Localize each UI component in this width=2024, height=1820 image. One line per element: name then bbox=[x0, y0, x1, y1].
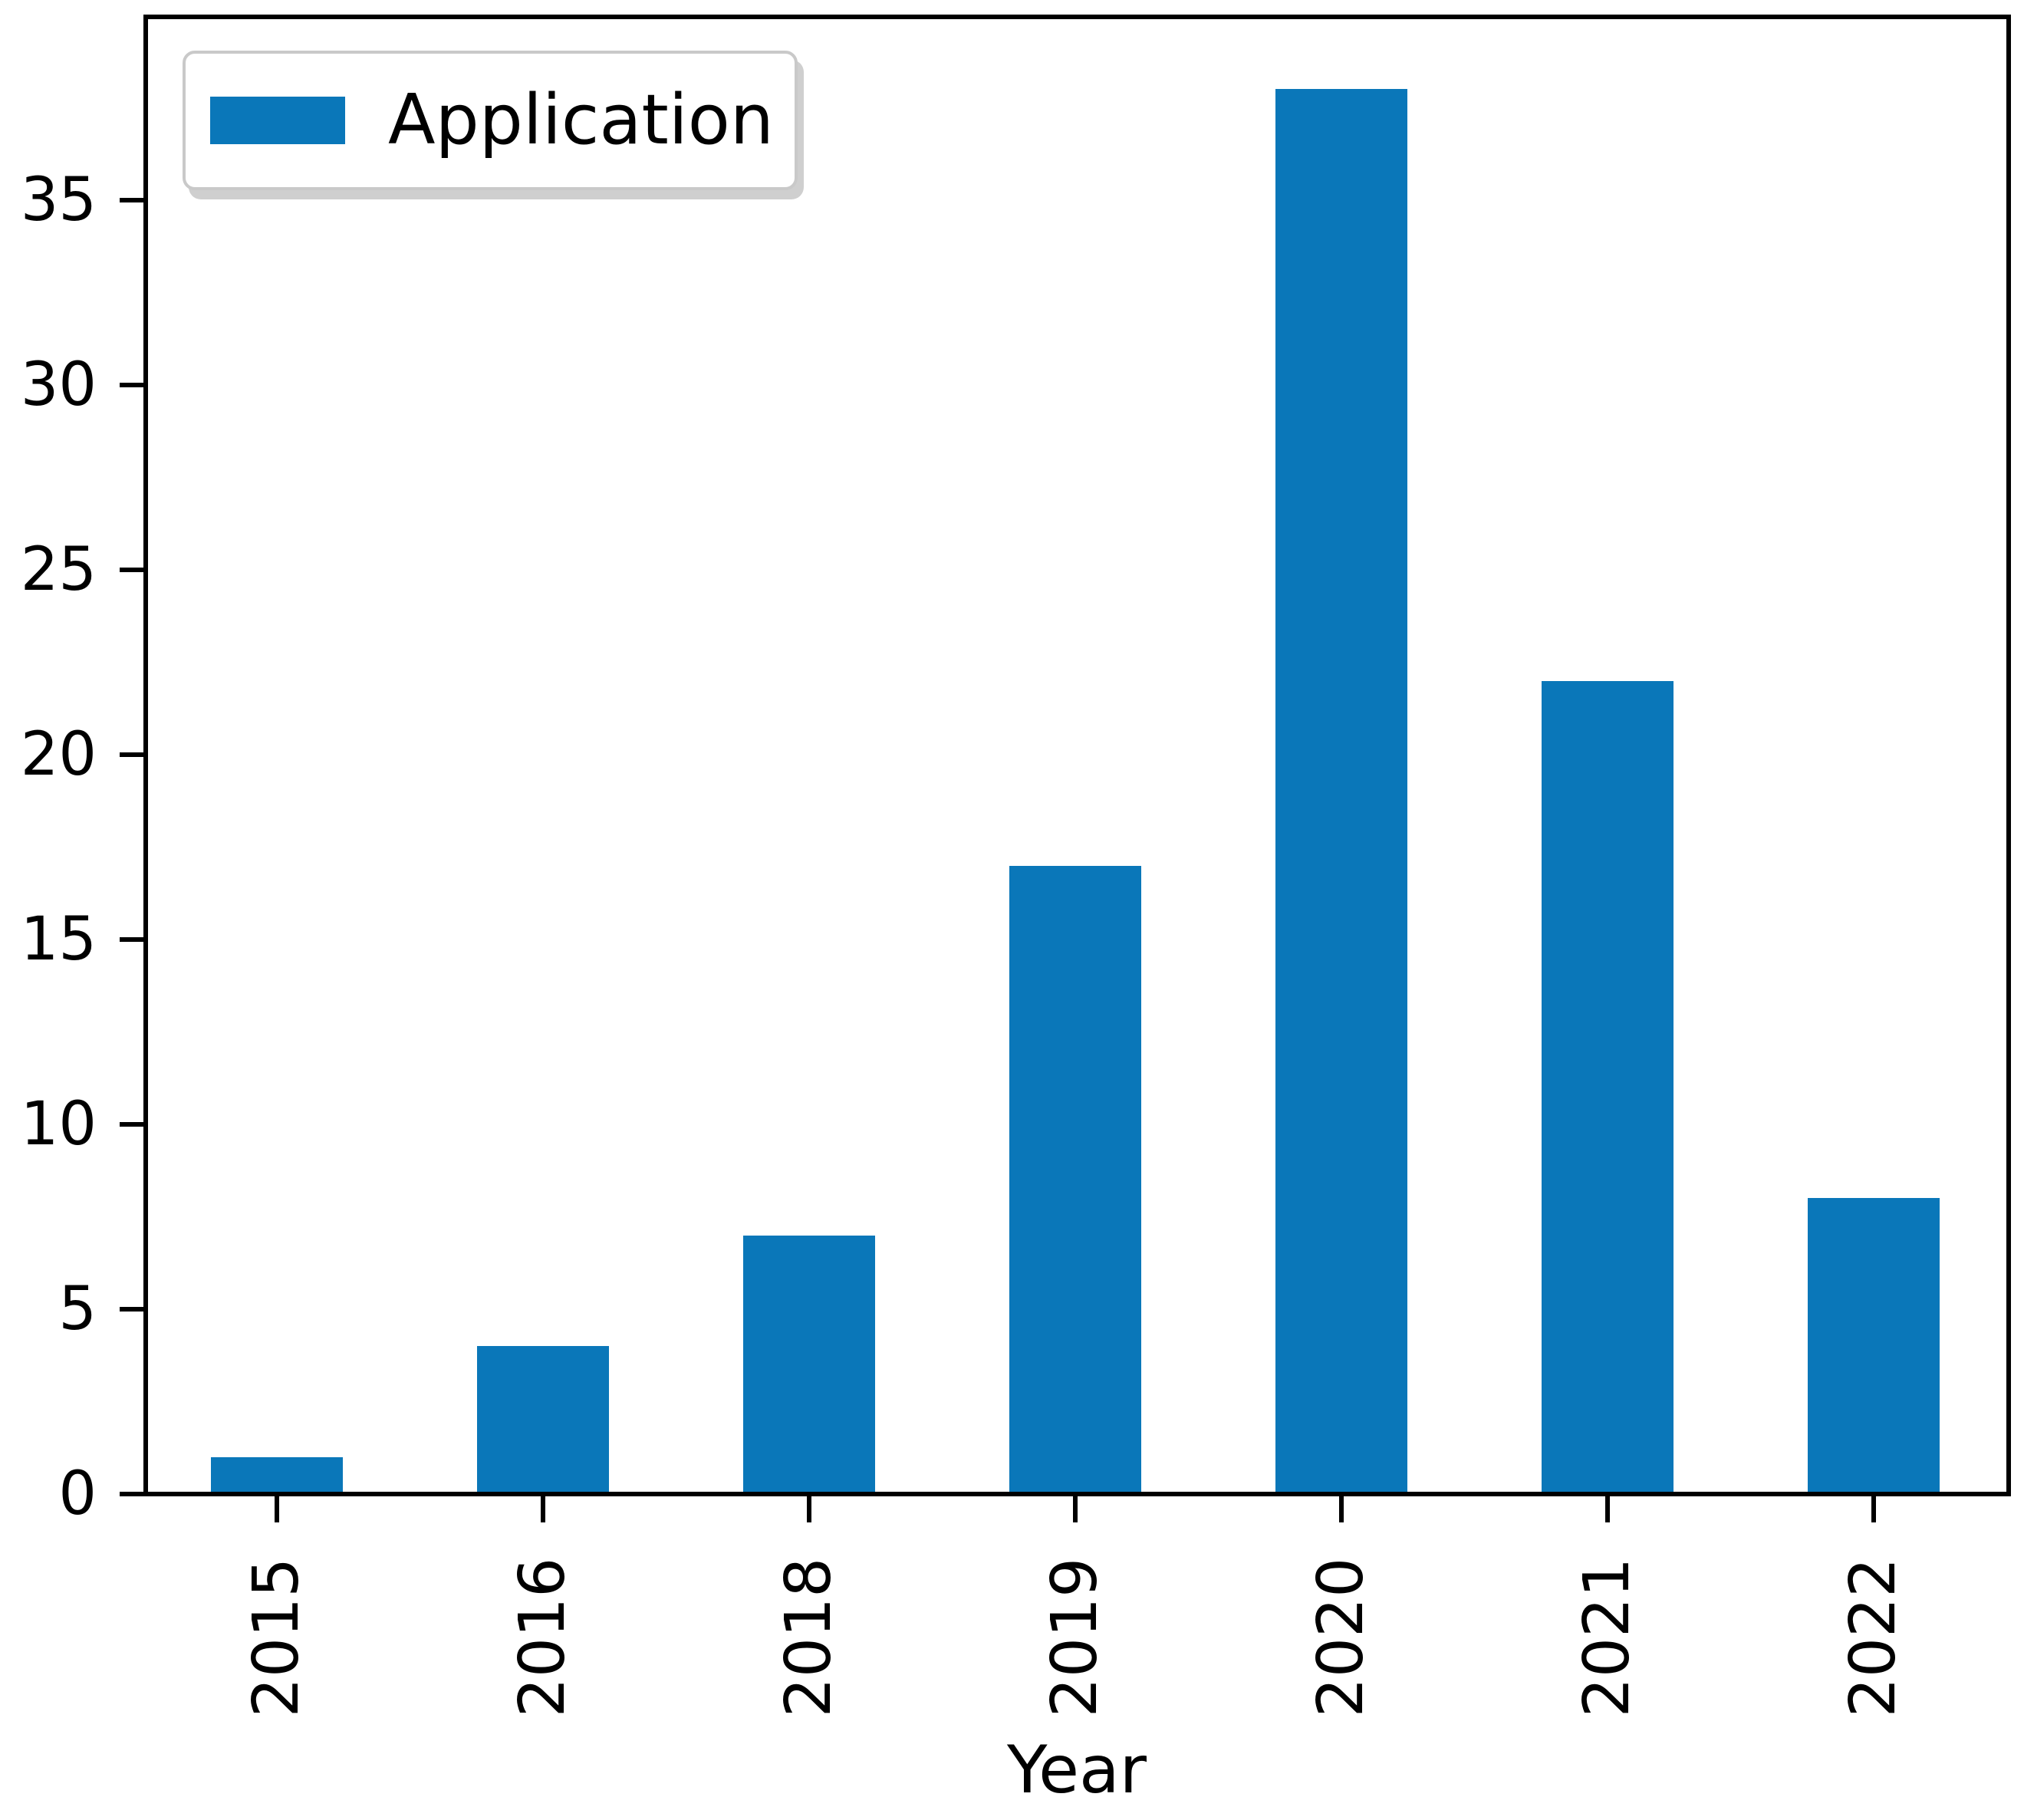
bar bbox=[1009, 866, 1141, 1494]
x-tick-mark bbox=[807, 1496, 811, 1522]
legend: Application bbox=[183, 51, 798, 190]
bar bbox=[211, 1457, 343, 1494]
y-tick-label: 20 bbox=[20, 720, 97, 789]
x-axis-label: Year bbox=[1006, 1732, 1147, 1808]
y-tick-mark bbox=[120, 383, 146, 387]
bar bbox=[477, 1346, 609, 1494]
legend-label: Application bbox=[388, 80, 774, 160]
x-tick-label: 2022 bbox=[1837, 1557, 1910, 1718]
x-tick-mark bbox=[1073, 1496, 1078, 1522]
x-tick-label: 2019 bbox=[1038, 1557, 1111, 1718]
y-tick-mark bbox=[120, 568, 146, 572]
y-tick-label: 10 bbox=[20, 1090, 97, 1159]
y-tick-label: 25 bbox=[20, 535, 97, 604]
y-tick-label: 15 bbox=[20, 905, 97, 974]
x-tick-mark bbox=[541, 1496, 545, 1522]
x-tick-mark bbox=[1605, 1496, 1610, 1522]
y-tick-mark bbox=[120, 198, 146, 202]
bar bbox=[1275, 89, 1407, 1494]
bar bbox=[1808, 1198, 1940, 1494]
y-tick-mark bbox=[120, 937, 146, 942]
y-tick-label: 30 bbox=[20, 351, 97, 420]
y-tick-label: 0 bbox=[58, 1460, 97, 1529]
y-tick-mark bbox=[120, 1492, 146, 1496]
bar bbox=[743, 1236, 875, 1494]
x-tick-label: 2021 bbox=[1571, 1557, 1644, 1718]
y-tick-mark bbox=[120, 1122, 146, 1127]
x-tick-mark bbox=[1339, 1496, 1344, 1522]
x-tick-mark bbox=[275, 1496, 279, 1522]
x-tick-label: 2020 bbox=[1305, 1557, 1377, 1718]
x-tick-label: 2018 bbox=[772, 1557, 845, 1718]
y-tick-label: 5 bbox=[58, 1275, 97, 1344]
bar bbox=[1542, 681, 1674, 1494]
x-tick-label: 2015 bbox=[240, 1557, 313, 1718]
x-tick-mark bbox=[1871, 1496, 1876, 1522]
x-tick-label: 2016 bbox=[506, 1557, 579, 1718]
y-tick-mark bbox=[120, 1307, 146, 1312]
y-tick-label: 35 bbox=[20, 166, 97, 235]
legend-swatch bbox=[210, 97, 345, 144]
y-tick-mark bbox=[120, 752, 146, 757]
